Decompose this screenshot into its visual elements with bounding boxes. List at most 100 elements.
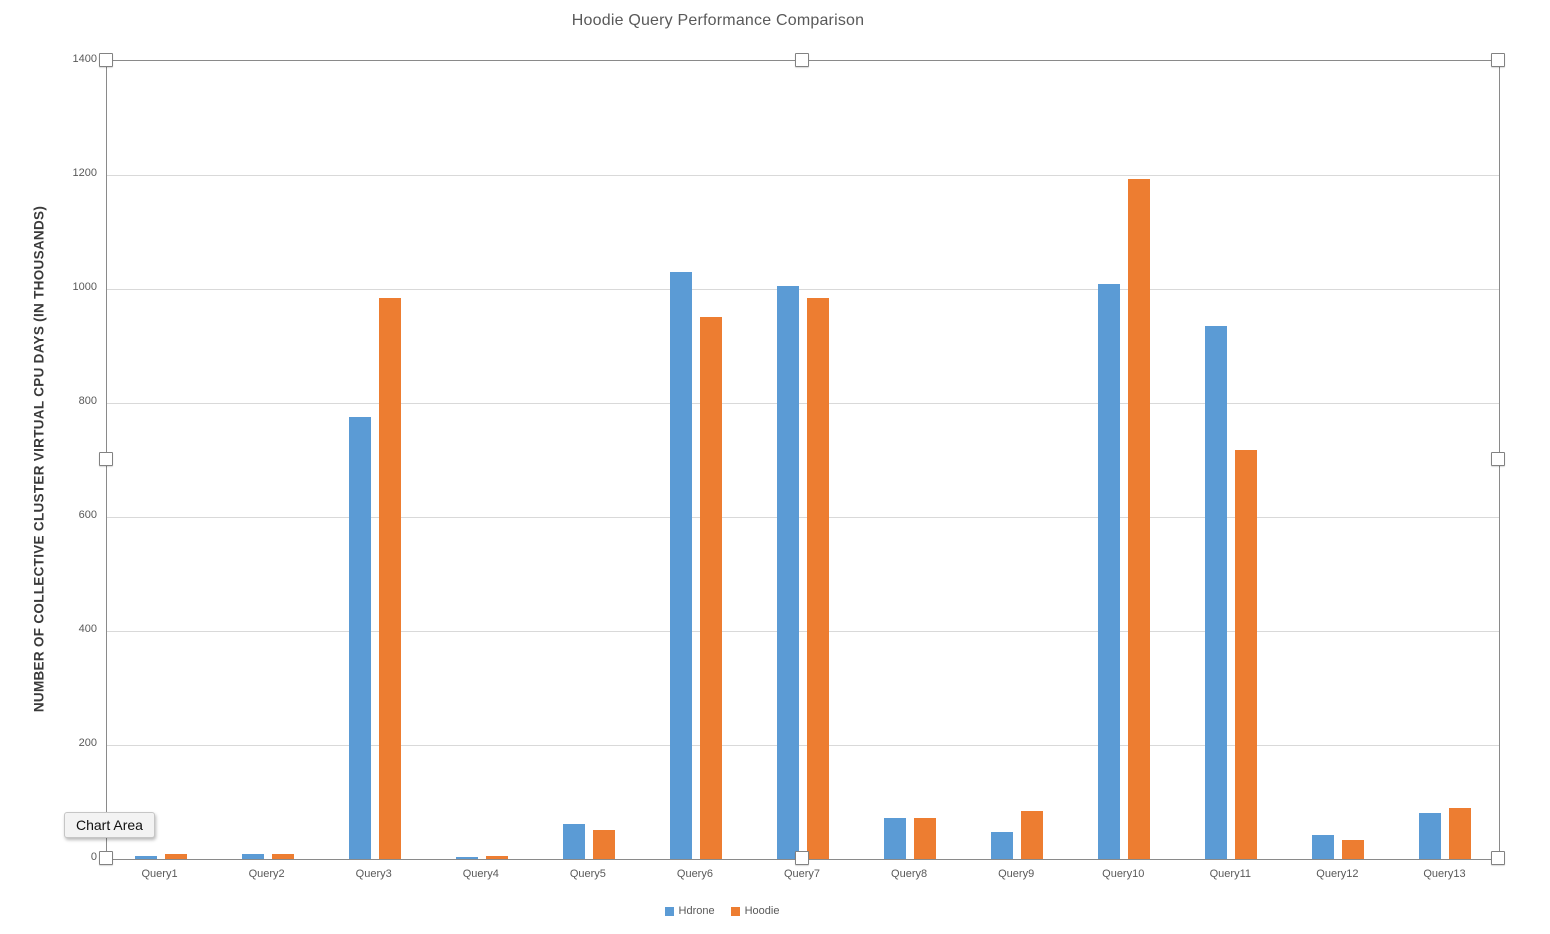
bar-hdrone-query11[interactable] xyxy=(1205,326,1228,859)
x-tick-label-query10: Query10 xyxy=(1102,868,1145,880)
bar-group-query9 xyxy=(964,61,1071,859)
bar-hdrone-query9[interactable] xyxy=(991,832,1014,859)
bar-pair xyxy=(642,272,749,859)
bar-hoodie-query3[interactable] xyxy=(378,298,401,859)
x-tick-label-query7: Query7 xyxy=(783,868,821,880)
bar-hoodie-query2[interactable] xyxy=(271,854,294,859)
bar-group-query6 xyxy=(642,61,749,859)
resize-handle[interactable] xyxy=(99,452,113,466)
x-tick-label-query6: Query6 xyxy=(676,868,713,880)
bar-group-query12 xyxy=(1285,61,1392,859)
bar-pair xyxy=(321,298,428,859)
legend-label: Hoodie xyxy=(744,905,780,917)
bar-pair xyxy=(428,856,535,859)
bar-hoodie-query13[interactable] xyxy=(1449,808,1472,859)
bar-hdrone-query5[interactable] xyxy=(562,824,585,859)
x-tick-label-query13: Query13 xyxy=(1423,868,1466,880)
bar-hdrone-query12[interactable] xyxy=(1312,835,1335,859)
gridline xyxy=(107,289,1499,290)
bar-hdrone-query2[interactable] xyxy=(241,854,264,859)
bar-group-query8 xyxy=(857,61,964,859)
bar-hdrone-query7[interactable] xyxy=(777,286,799,859)
bar-pair xyxy=(107,854,214,859)
x-tick-label-query2: Query2 xyxy=(248,868,285,880)
y-tick-label: 400 xyxy=(78,623,97,635)
bar-group-query10 xyxy=(1071,61,1178,859)
bar-hoodie-query1[interactable] xyxy=(164,854,187,859)
bar-group-query1 xyxy=(107,61,214,859)
bar-pair xyxy=(749,286,856,859)
gridline xyxy=(107,403,1499,404)
bar-group-query5 xyxy=(535,61,642,859)
bar-pair xyxy=(1071,179,1178,859)
chart-title: Hoodie Query Performance Comparison xyxy=(571,12,865,29)
chart-area-tooltip-text: Chart Area xyxy=(76,817,143,833)
bar-hdrone-query10[interactable] xyxy=(1098,284,1121,859)
bar-pair xyxy=(857,818,964,859)
bar-hdrone-query13[interactable] xyxy=(1419,813,1442,859)
bar-hdrone-query4[interactable] xyxy=(455,857,478,859)
bar-pair xyxy=(214,854,321,859)
x-tick-label-query11: Query11 xyxy=(1209,868,1251,880)
bar-hdrone-query3[interactable] xyxy=(348,417,371,859)
x-tick-label-query9: Query9 xyxy=(998,868,1035,880)
bar-hoodie-query6[interactable] xyxy=(699,317,722,859)
gridline xyxy=(107,745,1499,746)
bar-group-query11 xyxy=(1178,61,1285,859)
y-tick-label: 1200 xyxy=(72,167,97,179)
legend: Hdrone Hoodie xyxy=(0,905,1444,917)
x-tick-label-query3: Query3 xyxy=(355,868,392,880)
bar-hoodie-query7[interactable] xyxy=(807,298,829,859)
y-tick-label: 0 xyxy=(90,851,97,863)
resize-handle[interactable] xyxy=(795,851,809,865)
bar-pair xyxy=(535,824,642,859)
gridline xyxy=(107,517,1499,518)
bar-hdrone-query8[interactable] xyxy=(884,818,907,859)
bar-hdrone-query1[interactable] xyxy=(134,856,157,859)
legend-swatch-hoodie xyxy=(730,906,740,916)
bar-hoodie-query9[interactable] xyxy=(1021,811,1044,859)
bar-hoodie-query5[interactable] xyxy=(592,830,615,859)
y-tick-label: 200 xyxy=(78,737,97,749)
plot-area[interactable] xyxy=(106,60,1500,860)
gridline xyxy=(107,631,1499,632)
resize-handle[interactable] xyxy=(1491,53,1505,67)
gridline xyxy=(107,175,1499,176)
bar-hoodie-query12[interactable] xyxy=(1342,840,1365,859)
resize-handle[interactable] xyxy=(99,851,113,865)
legend-item-hdrone[interactable]: Hdrone xyxy=(664,905,715,917)
resize-handle[interactable] xyxy=(1491,851,1505,865)
bar-pair xyxy=(964,811,1071,859)
bar-groups xyxy=(107,61,1499,859)
bar-pair xyxy=(1285,835,1392,859)
bar-group-query4 xyxy=(428,61,535,859)
legend-item-hoodie[interactable]: Hoodie xyxy=(730,905,780,917)
y-tick-label: 600 xyxy=(78,509,97,521)
legend-swatch-hdrone xyxy=(664,906,674,916)
bar-pair xyxy=(1392,808,1499,859)
bar-group-query13 xyxy=(1392,61,1499,859)
x-tick-label-query8: Query8 xyxy=(891,868,928,880)
bar-hoodie-query11[interactable] xyxy=(1235,450,1258,859)
resize-handle[interactable] xyxy=(795,53,809,67)
x-tick-label-query4: Query4 xyxy=(462,868,499,880)
y-tick-label: 800 xyxy=(78,395,97,407)
bar-hoodie-query8[interactable] xyxy=(914,818,937,859)
resize-handle[interactable] xyxy=(99,53,113,67)
bar-hoodie-query4[interactable] xyxy=(485,856,508,859)
x-axis-tick-labels: Query1 Query2 Query3 Query4 Query5 Query6 Quer… xyxy=(106,868,1498,880)
resize-handle[interactable] xyxy=(1491,452,1505,466)
y-tick-label: 1000 xyxy=(72,281,97,293)
y-tick-label: 1400 xyxy=(72,53,97,65)
bar-hoodie-query10[interactable] xyxy=(1128,179,1151,859)
bar-group-query7 xyxy=(749,61,856,859)
bar-hdrone-query6[interactable] xyxy=(669,272,692,859)
bar-pair xyxy=(1178,326,1285,859)
chart-area-tooltip: Chart Area xyxy=(64,812,155,838)
bar-group-query3 xyxy=(321,61,428,859)
x-tick-label-query12: Query12 xyxy=(1316,868,1359,880)
x-tick-label-query1: Query1 xyxy=(141,868,178,880)
x-tick-label-query5: Query5 xyxy=(569,868,606,880)
bar-group-query2 xyxy=(214,61,321,859)
